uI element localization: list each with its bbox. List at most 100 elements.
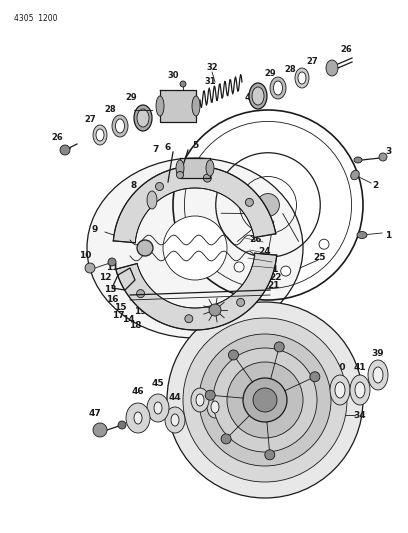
Ellipse shape — [191, 388, 209, 412]
Text: 30: 30 — [167, 71, 179, 80]
Ellipse shape — [147, 394, 169, 422]
Ellipse shape — [373, 367, 383, 383]
Circle shape — [281, 266, 291, 276]
Ellipse shape — [270, 77, 286, 99]
Text: 42: 42 — [208, 425, 221, 434]
Ellipse shape — [273, 81, 282, 95]
Ellipse shape — [156, 96, 164, 116]
Ellipse shape — [171, 414, 179, 426]
Text: 26: 26 — [51, 133, 63, 142]
Text: 28: 28 — [284, 66, 296, 75]
Text: 1: 1 — [385, 230, 391, 239]
Text: 6: 6 — [165, 142, 171, 151]
Text: 2: 2 — [372, 181, 378, 190]
Text: 19: 19 — [134, 308, 146, 317]
Circle shape — [234, 262, 244, 272]
Circle shape — [213, 348, 317, 452]
Text: 29: 29 — [125, 93, 137, 102]
Ellipse shape — [298, 72, 306, 84]
Polygon shape — [113, 166, 276, 243]
Text: 18: 18 — [129, 320, 141, 329]
Circle shape — [265, 450, 275, 460]
Ellipse shape — [207, 396, 223, 418]
Text: 27: 27 — [84, 116, 96, 125]
Text: 8: 8 — [131, 181, 137, 190]
Ellipse shape — [196, 394, 204, 406]
Text: 16: 16 — [106, 295, 118, 304]
Circle shape — [319, 239, 329, 249]
Ellipse shape — [165, 407, 185, 433]
Text: 39: 39 — [372, 349, 384, 358]
Ellipse shape — [126, 403, 150, 433]
Ellipse shape — [206, 160, 214, 176]
Ellipse shape — [176, 160, 184, 176]
Circle shape — [185, 314, 193, 322]
Ellipse shape — [93, 125, 107, 145]
Text: 12: 12 — [99, 273, 111, 282]
Text: 11: 11 — [266, 265, 278, 274]
Circle shape — [85, 263, 95, 273]
Ellipse shape — [177, 172, 184, 179]
Circle shape — [257, 193, 279, 216]
Ellipse shape — [115, 119, 124, 133]
Ellipse shape — [134, 105, 152, 131]
Ellipse shape — [154, 402, 162, 414]
Text: 24: 24 — [259, 247, 271, 256]
Circle shape — [228, 350, 238, 360]
Text: 47: 47 — [89, 409, 101, 418]
Text: 35: 35 — [259, 425, 271, 434]
Polygon shape — [160, 90, 196, 122]
Circle shape — [253, 388, 277, 412]
Text: 41: 41 — [354, 364, 366, 373]
Circle shape — [180, 81, 186, 87]
Circle shape — [167, 302, 363, 498]
Ellipse shape — [112, 115, 128, 137]
Circle shape — [274, 342, 284, 352]
Text: 34: 34 — [354, 410, 366, 419]
Text: 46: 46 — [132, 387, 144, 397]
Text: 15: 15 — [114, 303, 126, 312]
Polygon shape — [180, 158, 210, 178]
Text: 38: 38 — [214, 389, 226, 398]
Text: 11: 11 — [106, 263, 118, 272]
Text: 45: 45 — [152, 379, 164, 389]
Ellipse shape — [326, 60, 338, 76]
Circle shape — [379, 153, 387, 161]
Circle shape — [221, 434, 231, 444]
Circle shape — [93, 423, 107, 437]
Circle shape — [183, 318, 347, 482]
Text: 4: 4 — [245, 93, 251, 102]
Text: 5: 5 — [192, 141, 198, 150]
Text: 27: 27 — [306, 58, 318, 67]
Circle shape — [205, 390, 215, 400]
Text: 14: 14 — [122, 316, 134, 325]
Circle shape — [108, 258, 116, 266]
Text: 37: 37 — [242, 440, 254, 449]
Text: 17: 17 — [112, 311, 124, 319]
Text: 20: 20 — [159, 316, 171, 325]
Ellipse shape — [137, 109, 149, 127]
Text: 21: 21 — [267, 280, 279, 289]
Ellipse shape — [87, 158, 303, 338]
Ellipse shape — [252, 87, 264, 105]
Text: 40: 40 — [334, 364, 346, 373]
Circle shape — [237, 298, 245, 306]
Circle shape — [245, 198, 253, 206]
Text: 7: 7 — [153, 146, 159, 155]
Circle shape — [137, 240, 153, 256]
Ellipse shape — [350, 375, 370, 405]
Text: 3: 3 — [385, 148, 391, 157]
Text: 22: 22 — [269, 273, 281, 282]
Ellipse shape — [211, 401, 219, 413]
Circle shape — [118, 421, 126, 429]
Ellipse shape — [96, 129, 104, 141]
Text: 36: 36 — [262, 353, 274, 362]
Text: 31: 31 — [204, 77, 216, 86]
Text: 33: 33 — [224, 356, 236, 365]
Ellipse shape — [357, 231, 367, 238]
Text: 26: 26 — [249, 236, 261, 245]
Ellipse shape — [355, 382, 365, 398]
Circle shape — [310, 372, 320, 382]
Circle shape — [243, 378, 287, 422]
Text: 43: 43 — [194, 376, 206, 384]
